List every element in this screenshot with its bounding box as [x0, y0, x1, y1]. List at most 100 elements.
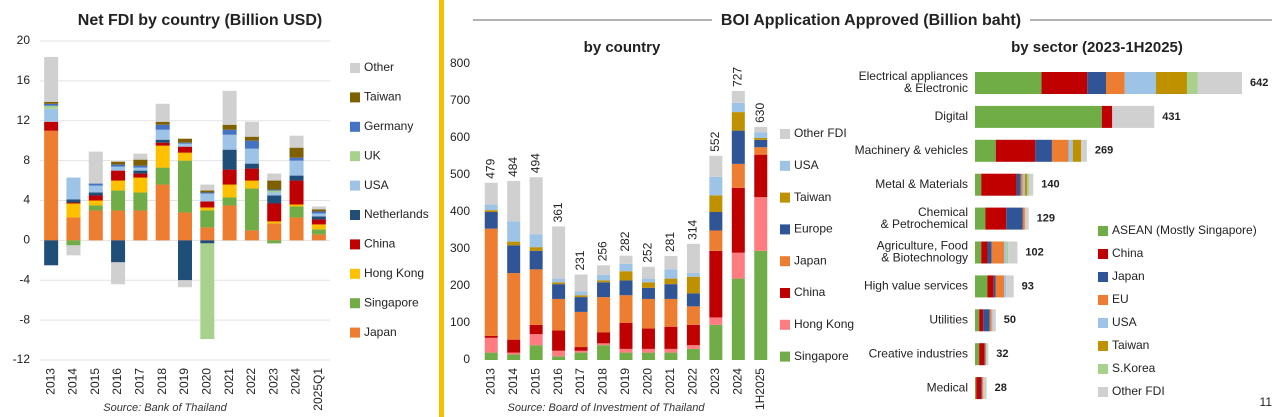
- bar-segment: [574, 291, 588, 296]
- bar-segment: [709, 155, 723, 177]
- bar-segment: [574, 350, 588, 353]
- bar-segment: [529, 234, 543, 248]
- y-tick-label: 20: [17, 33, 31, 47]
- bar-segment: [574, 297, 588, 312]
- bar-segment: [619, 323, 633, 349]
- bar-segment: [44, 130, 59, 241]
- bar-segment: [178, 146, 192, 153]
- bar-segment: [619, 271, 633, 281]
- bar-segment: [88, 151, 103, 184]
- bar-segment: [155, 129, 170, 140]
- y-tick-label: 0: [463, 352, 470, 366]
- bar-segment: [88, 185, 103, 193]
- bar-segment: [552, 298, 566, 331]
- category-label: & Biotechnology: [881, 251, 968, 265]
- x-tick-label: 2022: [244, 368, 258, 395]
- x-tick-label: 2023: [708, 368, 722, 395]
- bar-segment: [133, 173, 148, 178]
- bar-segment: [178, 143, 192, 147]
- y-tick-label: -8: [19, 312, 30, 326]
- bar-segment: [222, 205, 237, 241]
- bar-segment: [619, 295, 633, 323]
- total-label: 28: [995, 382, 1007, 394]
- bar-segment: [484, 182, 498, 205]
- legend-label: China: [364, 237, 396, 251]
- bar-segment: [111, 262, 126, 285]
- total-label: 256: [596, 241, 610, 261]
- bar-segment: [754, 126, 768, 133]
- bar-segment: [529, 177, 543, 235]
- x-tick-label: 2016: [110, 368, 124, 395]
- bar-segment: [1020, 173, 1023, 196]
- bar-segment: [754, 197, 768, 251]
- legend-swatch: [350, 298, 360, 309]
- bar-segment: [664, 352, 678, 360]
- bar-segment: [641, 278, 655, 283]
- x-tick-label: 2021: [663, 368, 677, 395]
- total-label: 494: [528, 153, 542, 173]
- bar-segment: [709, 212, 723, 231]
- bar-segment: [507, 352, 521, 355]
- x-tick-label: 2017: [573, 368, 587, 395]
- x-tick-label: 2019: [177, 368, 191, 395]
- bar-segment: [200, 243, 215, 340]
- bar-segment: [1072, 139, 1082, 162]
- bar-segment: [244, 140, 259, 149]
- bar-segment: [975, 343, 980, 366]
- bar-segment: [155, 145, 170, 168]
- bar-segment: [222, 149, 237, 170]
- bar-segment: [44, 105, 59, 109]
- bar-segment: [133, 153, 148, 160]
- bar-segment: [200, 201, 215, 208]
- total-label: 93: [1022, 280, 1034, 292]
- x-tick-label: 2017: [133, 368, 147, 395]
- bar-segment: [574, 352, 588, 360]
- bar-segment: [982, 377, 984, 400]
- bar-segment: [529, 324, 543, 335]
- category-label: & Electronic: [904, 81, 968, 95]
- bar-segment: [200, 190, 215, 193]
- bar-segment: [641, 348, 655, 353]
- bar-segment: [1006, 207, 1023, 230]
- bar-segment: [66, 177, 81, 200]
- bar-segment: [981, 173, 1017, 196]
- x-tick-label: 2014: [66, 368, 80, 395]
- x-tick-label: 2021: [222, 368, 236, 395]
- bar-segment: [975, 72, 1042, 94]
- bar-segment: [200, 207, 215, 211]
- bar-segment: [44, 108, 59, 122]
- bar-segment: [731, 91, 745, 103]
- chart-title: by country: [584, 39, 661, 56]
- bar-segment: [111, 164, 126, 167]
- total-label: 231: [573, 250, 587, 270]
- bar-segment: [44, 103, 59, 106]
- bar-segment: [664, 298, 678, 327]
- x-tick-label: 2018: [596, 368, 610, 395]
- bar-segment: [200, 227, 215, 241]
- legend-label: Other FDI: [794, 126, 847, 140]
- bar-segment: [155, 142, 170, 146]
- bar-segment: [1004, 241, 1007, 264]
- bar-segment: [88, 195, 103, 201]
- bar-segment: [552, 278, 566, 283]
- bar-segment: [597, 345, 611, 360]
- x-tick-label: 2013: [43, 368, 57, 395]
- bar-segment: [267, 173, 282, 181]
- legend-swatch: [780, 351, 790, 362]
- bar-segment: [1029, 173, 1034, 196]
- bar-segment: [267, 195, 282, 204]
- bar-segment: [289, 147, 304, 158]
- legend-swatch: [1098, 318, 1108, 328]
- bar-segment: [111, 240, 126, 263]
- y-tick-label: -12: [13, 352, 31, 366]
- bar-segment: [155, 121, 170, 125]
- bar-segment: [155, 139, 170, 143]
- bar-segment: [552, 330, 566, 351]
- category-label: Chemical: [918, 205, 968, 219]
- bar-segment: [289, 157, 304, 161]
- bar-segment: [529, 269, 543, 325]
- bar-segment: [597, 343, 611, 346]
- legend-label: EU: [1112, 292, 1129, 306]
- bar-segment: [507, 221, 521, 242]
- bar-segment: [1006, 241, 1009, 264]
